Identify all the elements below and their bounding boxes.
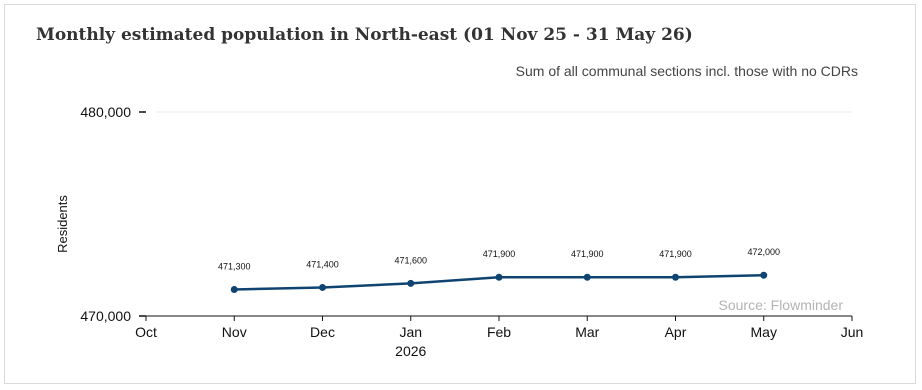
data-point — [760, 271, 768, 279]
y-axis-title: Residents — [55, 195, 70, 253]
data-label: 472,000 — [747, 247, 780, 257]
data-label: 471,400 — [306, 259, 339, 269]
chart-subtitle: Sum of all communal sections incl. those… — [515, 63, 858, 79]
y-tick-label: 480,000 — [80, 104, 131, 120]
x-tick-label: Mar — [575, 324, 599, 340]
data-label: 471,900 — [571, 249, 604, 259]
source-caption: Source: Flowminder — [719, 297, 844, 313]
chart-title: Monthly estimated population in North-ea… — [36, 25, 693, 45]
data-point — [319, 283, 326, 291]
data-point — [495, 273, 503, 281]
x-tick-label: Jan — [399, 324, 422, 340]
data-label: 471,600 — [394, 255, 427, 265]
chart-card: Monthly estimated population in North-ea… — [4, 4, 916, 384]
data-label: 471,300 — [218, 261, 251, 271]
x-tick-label: Oct — [135, 324, 157, 340]
x-tick-label: Jun — [841, 324, 864, 340]
data-label: 471,900 — [483, 249, 516, 259]
y-tick-label: 470,000 — [80, 308, 131, 324]
data-point — [672, 273, 679, 281]
data-point — [583, 273, 591, 281]
x-year-label: 2026 — [395, 343, 426, 359]
x-tick-label: Apr — [665, 324, 687, 340]
x-tick-label: May — [751, 324, 777, 340]
data-point — [407, 279, 415, 287]
x-tick-label: Feb — [487, 324, 511, 340]
data-label: 471,900 — [659, 249, 692, 259]
x-tick-label: Nov — [222, 324, 247, 340]
x-tick-label: Dec — [310, 324, 335, 340]
data-point — [230, 285, 238, 293]
